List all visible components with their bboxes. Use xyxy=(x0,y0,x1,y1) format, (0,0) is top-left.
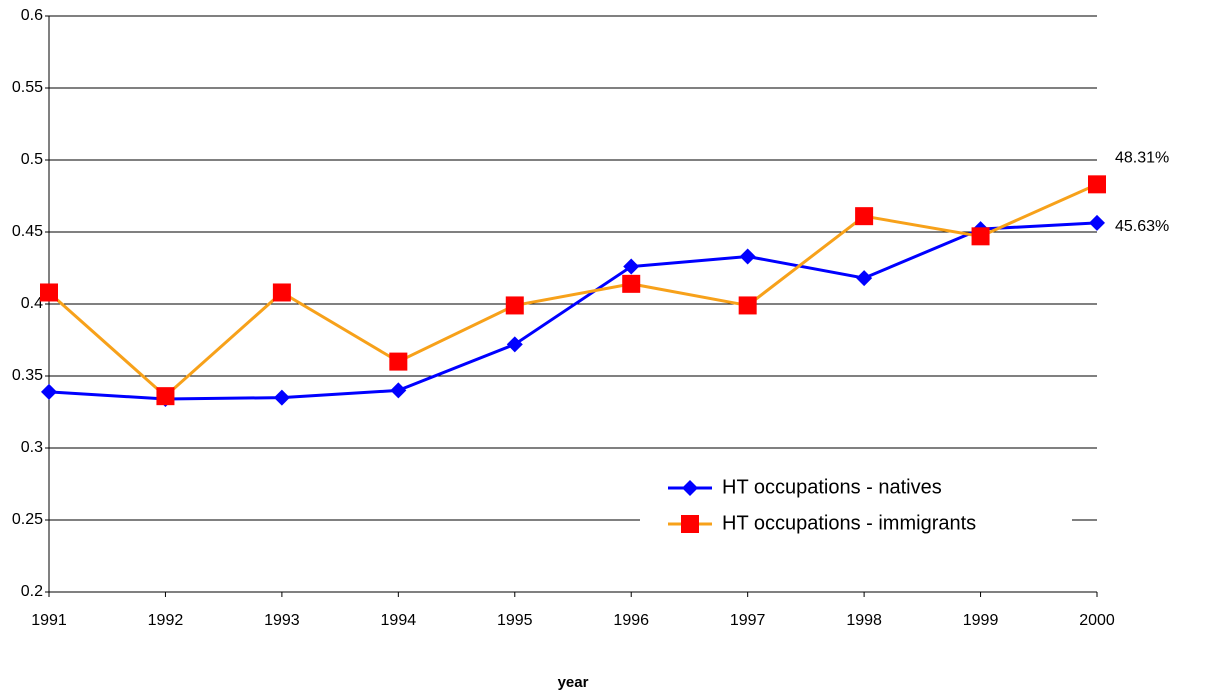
data-point xyxy=(506,336,523,353)
x-tick-label: 1995 xyxy=(497,612,533,629)
series-line xyxy=(48,182,1098,399)
x-tick-label: 1993 xyxy=(264,612,300,629)
y-tick-label: 0.6 xyxy=(21,7,43,24)
x-tick-label: 1997 xyxy=(730,612,766,629)
x-tick-label: 1998 xyxy=(846,612,882,629)
data-point xyxy=(623,258,640,275)
y-tick-label: 0.55 xyxy=(12,79,43,96)
x-tick-label: 1991 xyxy=(31,612,67,629)
y-tick-label: 0.45 xyxy=(12,223,43,240)
x-tick-label: 1996 xyxy=(613,612,649,629)
legend-label: HT occupations - immigrants xyxy=(722,512,976,534)
data-point xyxy=(273,389,290,406)
x-tick-label: 1992 xyxy=(148,612,184,629)
data-point xyxy=(389,352,408,371)
value-label: 45.63% xyxy=(1115,218,1169,235)
y-tick-label: 0.5 xyxy=(21,151,43,168)
data-point xyxy=(855,207,874,226)
legend-marker xyxy=(681,515,699,533)
data-point xyxy=(971,227,990,246)
y-tick-label: 0.2 xyxy=(21,583,43,600)
data-point xyxy=(156,387,175,406)
data-point xyxy=(1088,175,1106,194)
data-point xyxy=(1089,214,1105,231)
data-point xyxy=(390,382,407,399)
data-point xyxy=(856,270,873,287)
legend-marker xyxy=(682,480,698,496)
value-label: 48.31% xyxy=(1115,150,1169,167)
data-point xyxy=(40,283,58,302)
x-tick-label: 2000 xyxy=(1079,612,1115,629)
y-tick-label: 0.3 xyxy=(21,439,43,456)
data-point xyxy=(505,296,524,315)
x-tick-label: 1999 xyxy=(963,612,999,629)
x-axis-label: year xyxy=(558,674,589,691)
data-point xyxy=(272,283,291,302)
data-point xyxy=(738,296,757,315)
data-point xyxy=(622,274,641,293)
x-tick-label: 1994 xyxy=(381,612,417,629)
legend-label: HT occupations - natives xyxy=(722,476,942,498)
legend: HT occupations - natives HT occupations -… xyxy=(640,468,1072,548)
y-tick-label: 0.35 xyxy=(12,367,43,384)
y-tick-label: 0.25 xyxy=(12,511,43,528)
data-point xyxy=(739,248,756,265)
legend-box xyxy=(640,468,1072,548)
series-line xyxy=(48,221,1098,401)
y-tick-label: 0.4 xyxy=(21,295,43,312)
data-point xyxy=(41,383,57,400)
